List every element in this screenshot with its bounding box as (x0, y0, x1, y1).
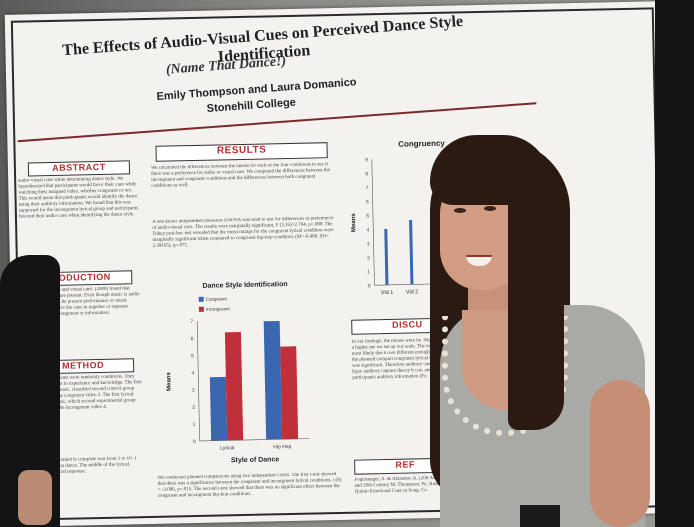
chart1-bar (209, 376, 228, 441)
chart2-bar (384, 228, 389, 286)
chart1-y-label: Means (166, 371, 172, 390)
chart1-x-tick: Hip Hop (273, 444, 291, 450)
chart1-y-tick: 4 (191, 370, 194, 376)
right-eye (484, 206, 496, 211)
chart1-y-tick: 0 (193, 439, 196, 445)
dark-waistband (520, 505, 560, 527)
left-eye (454, 208, 466, 213)
chart2-y-tick: 3 (367, 241, 370, 247)
chart2-y-tick: 8 (365, 171, 368, 177)
results-text-3: We conducted planned comparisons using t… (157, 472, 342, 499)
chart1-y-tick: 5 (191, 353, 194, 359)
chart2-x-tick: Vid 2 (406, 289, 419, 295)
chart2-y-tick: 5 (366, 213, 369, 219)
chart2-bar (409, 220, 414, 285)
chart2-y-tick: 7 (366, 185, 369, 191)
chart2-y-axis (371, 159, 375, 286)
chart2-title: Congruency (398, 139, 445, 149)
beaded-necklace (442, 316, 568, 436)
abstract-heading: ABSTRACT (27, 160, 131, 177)
chart2-y-tick: 1 (367, 269, 370, 275)
woman-arm (590, 380, 650, 527)
legend-swatch-congruent (198, 297, 204, 303)
chart2-y-tick: 4 (366, 227, 369, 233)
smile (466, 255, 492, 266)
woman-hair-side (508, 170, 564, 430)
chart1-bar (263, 320, 283, 440)
chart1-y-tick: 2 (192, 405, 195, 411)
chart1-x-tick: Lyrical (220, 445, 234, 451)
chart1-y-axis (196, 320, 200, 441)
chart1-x-label: Style of Dance (231, 456, 279, 464)
chart2-x-tick: Vid 1 (381, 290, 394, 296)
chart1-bar (280, 346, 299, 440)
chart1-legend-congruent: Congruent (198, 296, 227, 303)
chart2-y-tick: 9 (365, 157, 368, 163)
chart2-y-label: Means (351, 213, 357, 232)
display-board-frame (655, 0, 694, 527)
chart2-y-tick: 6 (366, 199, 369, 205)
chart1-y-tick: 1 (192, 422, 195, 428)
legend-label-congruent: Congruent (205, 296, 227, 302)
dance-style-chart: 0 1 2 3 4 5 6 7 Lyrical Hip Hop Style of Dance Mean… (166, 319, 310, 464)
chart1-y-tick: 3 (192, 388, 195, 394)
results-text-1: We calculated the differences between th… (150, 162, 331, 189)
chart2-y-tick: 0 (368, 283, 371, 289)
chart1-bar (224, 332, 244, 441)
chart1-y-tick: 7 (190, 319, 193, 325)
chart1-y-tick: 6 (191, 336, 194, 342)
chart2-y-tick: 2 (367, 255, 370, 261)
results-text-2: A one-factor independent measures ANOVA … (152, 216, 334, 249)
person-left-arm (18, 470, 52, 525)
